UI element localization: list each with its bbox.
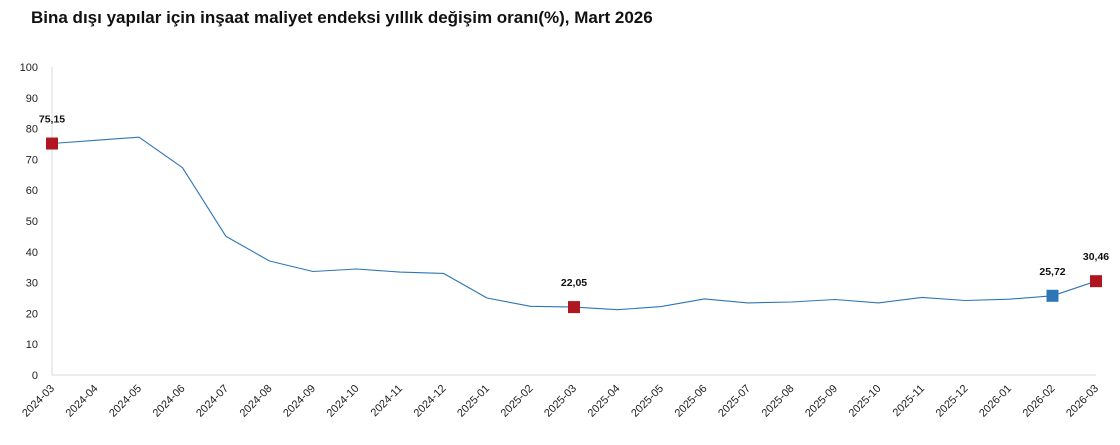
y-tick-label: 20	[26, 308, 38, 320]
y-tick-label: 60	[26, 185, 38, 197]
data-labels: 75,15 22,05 25,72 30,46	[39, 114, 1109, 290]
x-tick-label: 2025-11	[891, 383, 927, 419]
y-tick-label: 70	[26, 154, 38, 166]
x-tick-label: 2024-06	[151, 383, 188, 420]
x-tick-label: 2025-01	[455, 383, 492, 420]
x-tick-label: 2024-11	[369, 383, 405, 419]
x-tick-label: 2025-12	[934, 383, 971, 420]
highlight-marker	[1090, 275, 1102, 288]
y-tick-label: 100	[20, 62, 38, 74]
chart-title: Bina dışı yapılar için inşaat maliyet en…	[31, 8, 653, 27]
x-tick-label: 2025-02	[499, 383, 536, 420]
x-tick-label: 2024-05	[107, 383, 144, 420]
highlight-marker	[46, 137, 58, 150]
x-tick-labels: 2024-03 2024-04 2024-05 2024-06 2024-07 2024-…	[20, 383, 1101, 420]
x-tick-label: 2025-10	[847, 383, 884, 420]
y-tick-label: 0	[32, 370, 38, 382]
x-tick-label: 2024-04	[64, 383, 101, 420]
y-tick-label: 30	[26, 278, 38, 290]
x-tick-label: 2026-01	[977, 383, 1014, 420]
data-label: 25,72	[1039, 266, 1065, 278]
highlight-markers	[46, 137, 1102, 314]
data-label: 75,15	[39, 114, 65, 126]
y-tick-label: 10	[26, 339, 38, 351]
chart-axes	[51, 67, 1096, 376]
x-tick-label: 2025-07	[716, 383, 753, 420]
x-tick-label: 2024-10	[325, 383, 362, 420]
x-tick-label: 2025-04	[586, 383, 623, 420]
x-tick-label: 2024-09	[281, 383, 318, 420]
x-tick-label: 2026-03	[1064, 383, 1101, 420]
y-tick-label: 90	[26, 93, 38, 105]
y-tick-labels: 0 10 20 30 40 50 60 70 80 90 100	[20, 62, 38, 382]
x-tick-label: 2026-02	[1021, 383, 1058, 420]
x-tick-label: 2025-09	[803, 383, 840, 420]
x-tick-label: 2025-08	[760, 383, 797, 420]
x-tick-label: 2024-12	[412, 383, 449, 420]
y-tick-label: 80	[26, 124, 38, 136]
x-tick-label: 2024-08	[238, 383, 275, 420]
data-label: 22,05	[561, 277, 587, 289]
x-tick-label: 2025-06	[673, 383, 710, 420]
x-tick-label: 2024-03	[20, 383, 57, 420]
y-tick-label: 40	[26, 247, 38, 259]
data-label: 30,46	[1083, 251, 1109, 263]
highlight-marker	[1046, 289, 1059, 302]
x-tick-label: 2025-03	[542, 383, 579, 420]
x-tick-label: 2025-05	[629, 383, 666, 420]
y-tick-label: 50	[26, 216, 38, 228]
highlight-marker	[568, 301, 580, 314]
x-tick-label: 2024-07	[194, 383, 231, 420]
